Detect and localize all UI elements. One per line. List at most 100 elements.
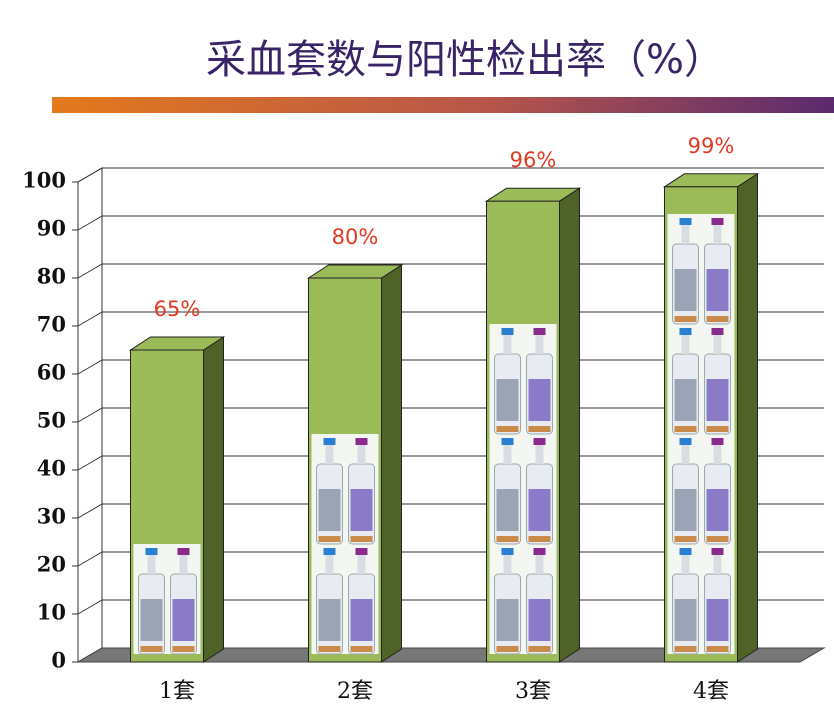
bottle-neck [681,334,690,354]
bottle [672,548,699,655]
grid-line [77,551,103,567]
bottle-cap [323,548,336,555]
bottle-neck [357,444,366,464]
bottle [316,548,343,655]
bottle-liquid [674,646,697,652]
y-tick-label: 50 [37,408,66,433]
bottle-liquid [706,536,729,542]
bottle-neck [503,444,512,464]
bar-side [381,264,402,663]
y-tick-label: 20 [37,552,66,577]
bottle-label [706,269,729,311]
bottle [704,218,731,325]
y-tick-label: 80 [37,264,66,289]
bottle [348,438,375,545]
bottle-liquid [496,646,519,652]
bottle-label [496,489,519,531]
grid-line [77,599,103,615]
bottle [704,438,731,545]
grid-line [77,503,103,519]
bottle-label [706,489,729,531]
bottle-neck [179,554,188,574]
bar-side [737,172,758,663]
bottle-cap [533,548,546,555]
bottle-liquid [706,646,729,652]
bottle-label [706,599,729,641]
bottle-label [528,489,551,531]
chart-title: 采血套数与阳性检出率（%） [206,37,724,83]
x-tick-label: 2套 [337,679,373,704]
bottle-cap [711,438,724,445]
bottle-cap [355,438,368,445]
bottle-label [496,599,519,641]
bottle-neck [713,224,722,244]
bottle-cap [711,328,724,335]
bottle [494,438,521,545]
bottle [672,328,699,435]
bottle-cap [501,548,514,555]
bottle-neck [681,554,690,574]
bottle-neck [713,554,722,574]
bottle [704,548,731,655]
bottle-cap [711,218,724,225]
bottle [348,548,375,655]
grid-line [77,215,103,231]
bottle-cap [501,438,514,445]
bottle-label [318,599,341,641]
bottle-cap [533,438,546,445]
bottle [526,328,553,435]
bar-side [559,187,580,663]
bottle-neck [147,554,156,574]
bottle-liquid [172,646,195,652]
bottle-neck [713,334,722,354]
bottle-cap [679,548,692,555]
value-label: 96% [510,148,557,172]
bottle-label [674,379,697,421]
bottle-neck [681,224,690,244]
bottle-liquid [674,426,697,432]
x-tick-label: 4套 [693,679,729,704]
bottle-liquid [528,426,551,432]
y-tick-label: 0 [51,648,66,673]
bottle-neck [681,444,690,464]
bottle-cap [177,548,190,555]
value-label: 99% [688,134,735,158]
bottle-liquid [706,426,729,432]
bottle-label [528,379,551,421]
bottle-neck [325,444,334,464]
grid-line [77,167,103,183]
bottle-label [706,379,729,421]
bottle [316,438,343,545]
y-tick-label: 90 [37,216,66,241]
bottle-liquid [350,646,373,652]
bottle-liquid [528,646,551,652]
bottle-cap [145,548,158,555]
bottle-cap [679,218,692,225]
y-tick-label: 30 [37,504,66,529]
bottle [526,438,553,545]
bottle-neck [357,554,366,574]
grid-line [77,359,103,375]
bottle-cap [501,328,514,335]
grid-line [77,407,103,423]
bottle-label [318,489,341,531]
bottle-label [674,489,697,531]
bottle-label [674,269,697,311]
bottle-cap [711,548,724,555]
bottle [526,548,553,655]
bottle-neck [535,334,544,354]
y-tick-label: 60 [37,360,66,385]
grid-line [77,263,103,279]
bottle-neck [713,444,722,464]
x-tick-label: 3套 [515,679,551,704]
bottle [672,218,699,325]
y-tick-label: 100 [22,168,66,193]
bottle [672,438,699,545]
bottle-neck [325,554,334,574]
y-tick-label: 10 [37,600,66,625]
bottle [170,548,197,655]
bottle-label [140,599,163,641]
value-label: 65% [154,297,201,321]
bottle-label [172,599,195,641]
